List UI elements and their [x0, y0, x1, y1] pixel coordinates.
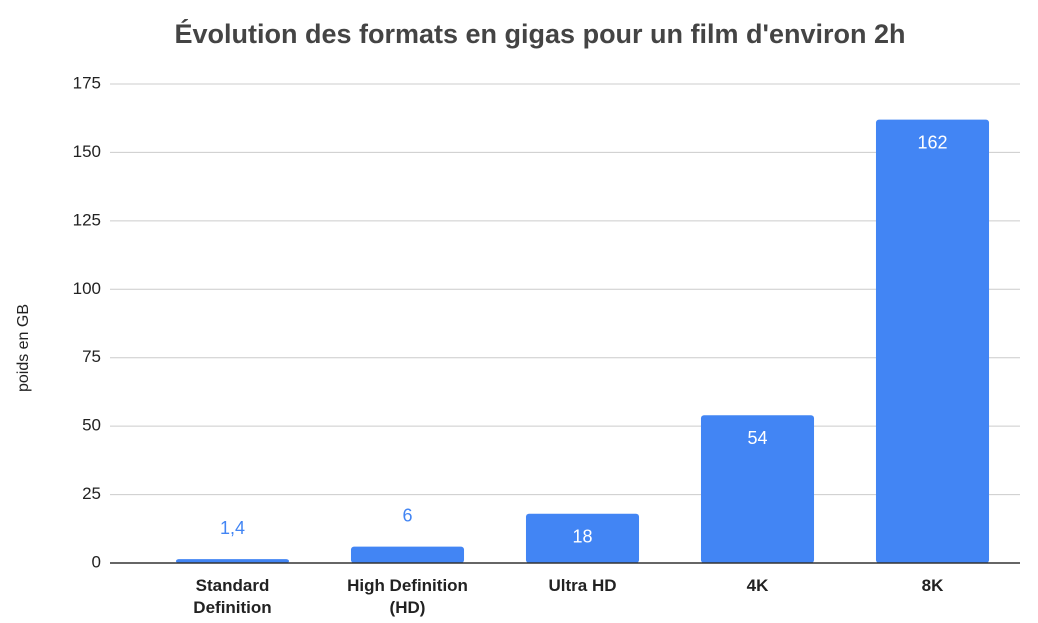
- x-tick-label: High Definition (HD): [347, 576, 468, 617]
- data-label: 162: [917, 132, 947, 152]
- y-tick-label: 175: [73, 73, 101, 92]
- y-tick-label: 100: [73, 279, 101, 298]
- bar: [350, 546, 465, 563]
- bar: [175, 559, 290, 563]
- chart-title: Évolution des formats en gigas pour un f…: [175, 18, 906, 49]
- y-tick-label: 75: [82, 347, 101, 366]
- y-tick-label: 0: [92, 552, 101, 571]
- data-label: 18: [572, 526, 592, 546]
- x-tick-label: 4K: [746, 576, 769, 595]
- bar: [875, 119, 990, 563]
- bar: [525, 513, 640, 563]
- y-tick-label: 25: [82, 484, 101, 503]
- y-tick-label: 150: [73, 142, 101, 161]
- data-label: 1,4: [220, 518, 245, 538]
- bar: [700, 415, 815, 563]
- y-axis-title: poids en GB: [15, 304, 32, 392]
- y-tick-label: 125: [73, 210, 101, 229]
- x-tick-label: 8K: [921, 576, 944, 595]
- data-label: 6: [402, 505, 412, 525]
- x-tick-label: Standard Definition: [193, 576, 272, 617]
- x-tick-label: Ultra HD: [548, 576, 617, 595]
- data-label: 54: [747, 428, 767, 448]
- y-tick-label: 50: [82, 416, 101, 435]
